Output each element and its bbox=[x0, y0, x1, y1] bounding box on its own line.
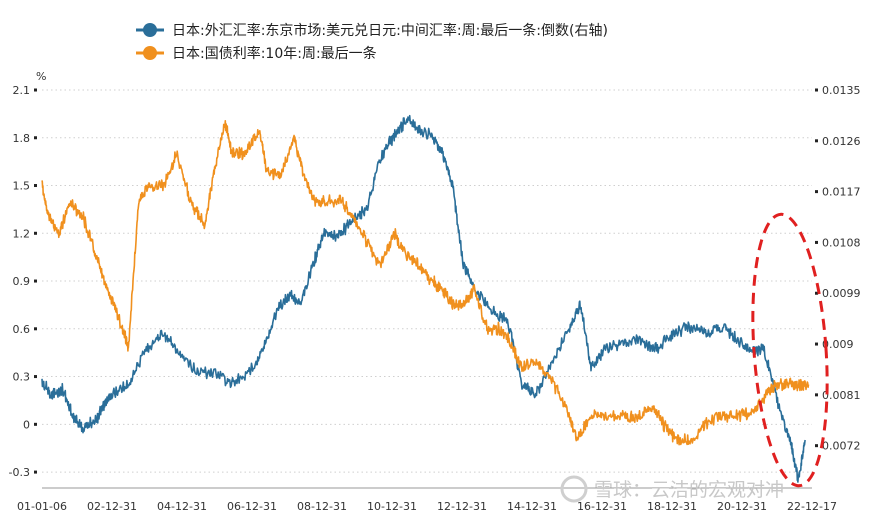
right-tick-label: 0.009 bbox=[822, 338, 854, 351]
right-tick-label: 0.0126 bbox=[822, 135, 861, 148]
right-tick-label: 0.0117 bbox=[822, 186, 861, 199]
right-tick-mark bbox=[815, 139, 818, 143]
snowball-logo-icon bbox=[560, 475, 588, 503]
gridlines bbox=[42, 89, 812, 473]
left-tick-mark bbox=[34, 422, 37, 426]
left-tick-label: -0.3 bbox=[9, 466, 30, 479]
x-tick-label: 22-12-17 bbox=[787, 500, 837, 513]
right-tick-mark bbox=[815, 190, 818, 194]
series-line-jgb-10y bbox=[41, 120, 810, 446]
right-axis: 0.0072 0.0081 0.009 0.0099 0.0108 0.0117 0.012… bbox=[815, 84, 861, 453]
left-tick-mark bbox=[34, 184, 37, 188]
x-tick-label: 10-12-31 bbox=[367, 500, 417, 513]
right-tick-mark bbox=[815, 342, 818, 346]
left-tick-mark bbox=[34, 279, 37, 283]
x-tick-label: 16-12-31 bbox=[577, 500, 627, 513]
left-tick-label: 1.2 bbox=[13, 227, 31, 240]
left-tick-mark bbox=[34, 327, 37, 331]
legend-label-jgb: 日本:国债利率:10年:周:最后一条 bbox=[172, 45, 377, 62]
left-tick-mark bbox=[34, 470, 37, 474]
left-tick-mark bbox=[34, 88, 37, 92]
left-tick-label: 1.5 bbox=[13, 180, 31, 193]
watermark: 雪球：云洁的宏观对冲 bbox=[560, 475, 784, 503]
highlight-ellipse bbox=[751, 212, 829, 488]
legend-item-fx[interactable]: 日本:外汇汇率:东京市场:美元兑日元:中间汇率:周:最后一条:倒数(右轴) bbox=[136, 22, 608, 39]
legend: 日本:外汇汇率:东京市场:美元兑日元:中间汇率:周:最后一条:倒数(右轴) 日本… bbox=[136, 22, 608, 62]
series-lines bbox=[41, 114, 810, 483]
watermark-text: 雪球：云洁的宏观对冲 bbox=[594, 479, 784, 501]
left-tick-label: 0 bbox=[23, 418, 30, 431]
left-tick-mark bbox=[34, 231, 37, 235]
x-tick-label: 01-01-06 bbox=[17, 500, 67, 513]
left-tick-mark bbox=[34, 375, 37, 379]
left-tick-mark bbox=[34, 136, 37, 140]
left-tick-label: 1.8 bbox=[13, 132, 31, 145]
right-tick-mark bbox=[815, 393, 818, 397]
x-tick-label: 04-12-31 bbox=[157, 500, 207, 513]
right-tick-label: 0.0108 bbox=[822, 236, 861, 249]
x-axis: 01-01-06 02-12-31 04-12-31 06-12-31 08-12-31… bbox=[17, 487, 837, 513]
legend-marker-jgb bbox=[143, 46, 157, 60]
legend-label-fx: 日本:外汇汇率:东京市场:美元兑日元:中间汇率:周:最后一条:倒数(右轴) bbox=[172, 22, 608, 39]
x-tick-label: 08-12-31 bbox=[297, 500, 347, 513]
legend-item-jgb[interactable]: 日本:国债利率:10年:周:最后一条 bbox=[136, 45, 377, 62]
left-tick-label: 0.9 bbox=[13, 275, 31, 288]
right-tick-label: 0.0099 bbox=[822, 287, 861, 300]
left-axis: -0.3 0 0.3 0.6 0.9 1.2 1.5 1.8 2.1 bbox=[9, 84, 37, 479]
x-tick-label: 12-12-31 bbox=[437, 500, 487, 513]
x-tick-label: 14-12-31 bbox=[507, 500, 557, 513]
left-axis-unit: % bbox=[36, 70, 46, 83]
x-tick-label: 06-12-31 bbox=[227, 500, 277, 513]
series-line-fx-reciprocal bbox=[41, 114, 806, 483]
right-tick-mark bbox=[815, 240, 818, 244]
right-tick-mark bbox=[815, 88, 818, 92]
right-tick-label: 0.0081 bbox=[822, 389, 861, 402]
x-tick-label: 20-12-31 bbox=[717, 500, 767, 513]
x-tick-label: 18-12-31 bbox=[647, 500, 697, 513]
left-tick-label: 2.1 bbox=[13, 84, 31, 97]
left-tick-label: 0.6 bbox=[13, 323, 31, 336]
left-tick-label: 0.3 bbox=[13, 371, 31, 384]
right-tick-label: 0.0072 bbox=[822, 440, 861, 453]
x-tick-label: 02-12-31 bbox=[87, 500, 137, 513]
right-tick-mark bbox=[815, 291, 818, 295]
legend-marker-fx bbox=[143, 23, 157, 37]
right-tick-label: 0.0135 bbox=[822, 84, 861, 97]
right-tick-mark bbox=[815, 444, 818, 448]
